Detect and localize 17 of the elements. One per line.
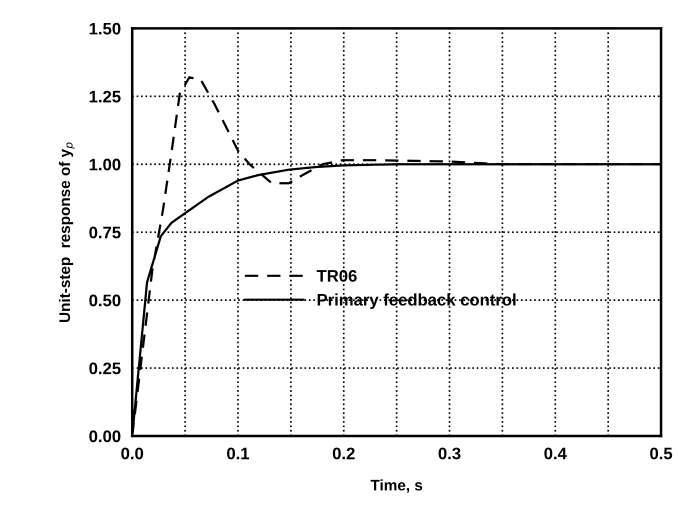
y-tick-label: 1.00 <box>90 158 120 170</box>
y-tick-label: 0.00 <box>89 430 120 442</box>
x-tick-label: 0.1 <box>227 448 250 460</box>
y-tick-label: 1.25 <box>90 90 121 103</box>
x-tick-label: 0.5 <box>650 448 672 460</box>
x-tick-label: 0.4 <box>544 448 567 460</box>
legend-label: Primary feedback control <box>318 293 516 309</box>
x-tick-label: 0.3 <box>438 448 460 460</box>
x-axis-title: Time, s <box>370 479 422 493</box>
y-tick-label: 1.50 <box>90 22 120 35</box>
y-tick-label: 0.25 <box>89 362 121 374</box>
y-axis-title: Unit-step response of y$_{p}$ <box>58 142 75 322</box>
y-tick-label: 0.50 <box>89 294 120 306</box>
legend-label: TR06 <box>316 270 357 282</box>
x-tick-label: 0.2 <box>332 448 355 460</box>
x-tick-label: 0.0 <box>121 448 144 460</box>
y-tick-label: 0.75 <box>89 226 121 238</box>
